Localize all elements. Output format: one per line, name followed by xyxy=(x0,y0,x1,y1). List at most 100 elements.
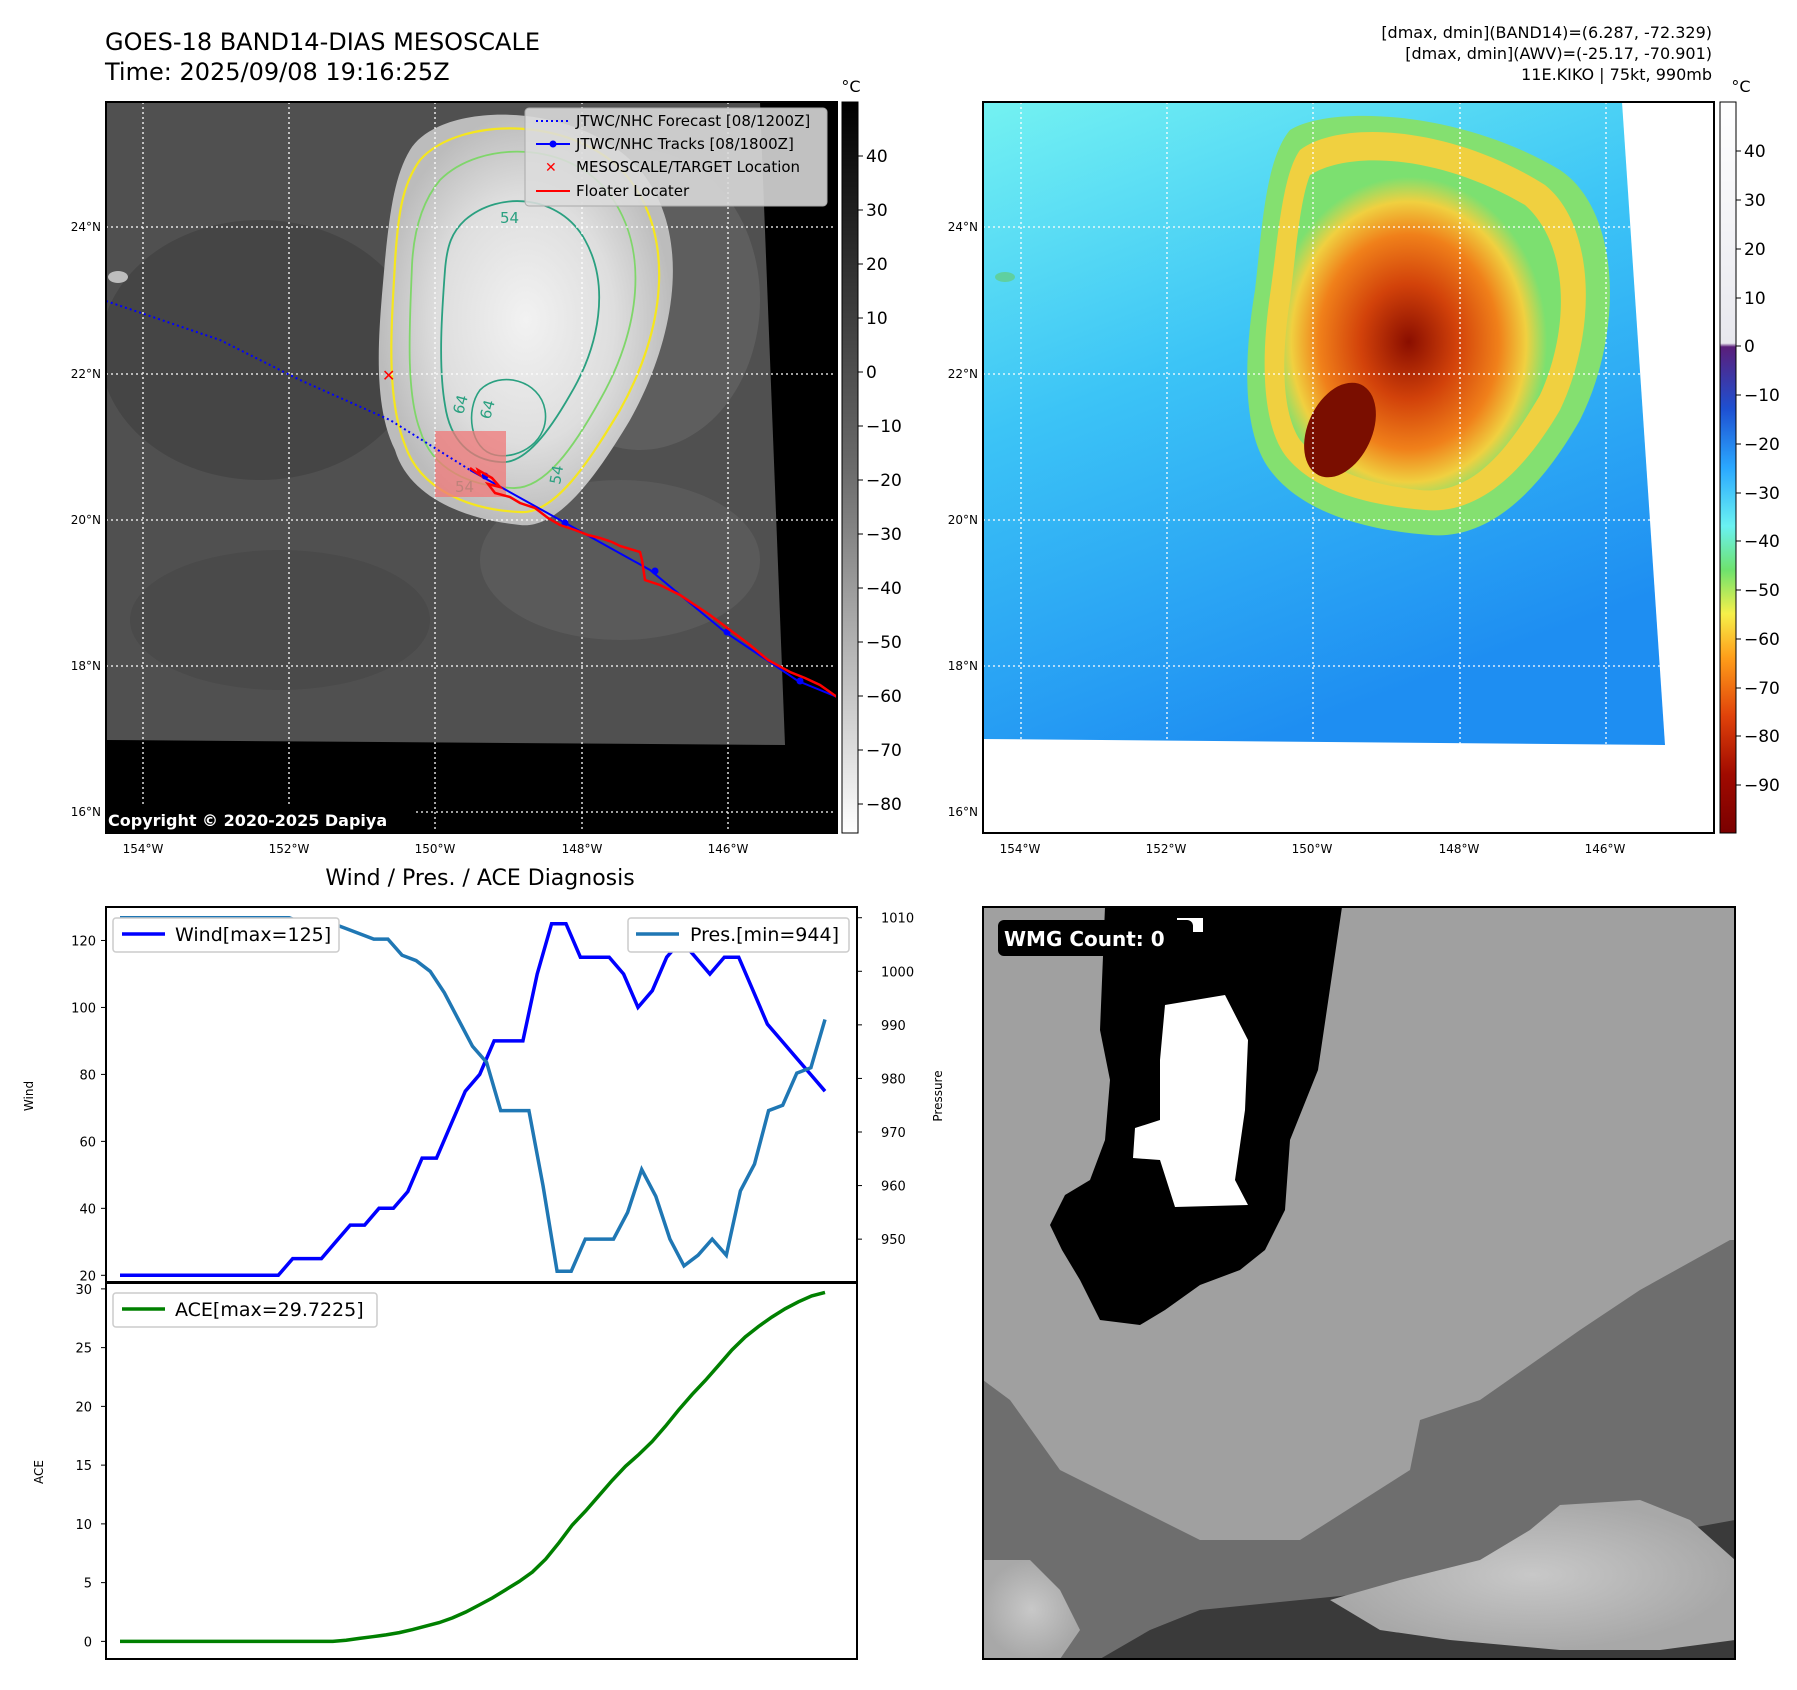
contour-label: 54 xyxy=(546,464,567,486)
ace-tick-label: 5 xyxy=(84,1577,92,1592)
ace-panel: 0 5 10 15 20 25 30 ACE ACE[max=29.7225] xyxy=(32,1282,858,1660)
wind-tick-label: 80 xyxy=(79,1068,96,1083)
colorbar-tick-label: −70 xyxy=(866,741,902,761)
pressure-tick-label: 950 xyxy=(881,1233,906,1248)
info-band14: [dmax, dmin](BAND14)=(6.287, -72.329) xyxy=(1381,23,1712,42)
longitude-label: 148°W xyxy=(562,842,603,856)
wind-legend-label: Wind[max=125] xyxy=(175,924,331,946)
legend-forecast: JTWC/NHC Forecast [08/1200Z] xyxy=(575,112,810,130)
legend-floater: Floater Locater xyxy=(576,182,690,200)
wind-tick-label: 20 xyxy=(79,1269,96,1284)
ace-tick-label: 30 xyxy=(75,1283,92,1298)
info-storm: 11E.KIKO | 75kt, 990mb xyxy=(1521,65,1712,84)
pressure-tick-label: 980 xyxy=(881,1072,906,1087)
wind-axis-label: Wind xyxy=(22,1081,36,1111)
right-colorbar: °C 40 30 20 10 0 −10 −20 −30 −40 −50 −60 −70 −80 −90 xyxy=(1719,77,1780,834)
colorbar-tick-label: −70 xyxy=(1744,679,1780,699)
left-colorbar: °C 40 30 20 10 0 −10 −20 −30 −40 −50 −60 −70 −80 xyxy=(841,77,902,834)
colorbar-tick-label: −30 xyxy=(866,525,902,545)
colorbar-tick-label: −10 xyxy=(866,417,902,437)
longitude-label: 148°W xyxy=(1439,842,1480,856)
latitude-label: 20°N xyxy=(948,513,978,527)
ace-tick-label: 0 xyxy=(84,1635,92,1650)
colorbar-tick-label: −20 xyxy=(1744,435,1780,455)
legend-target: MESOSCALE/TARGET Location xyxy=(576,158,800,176)
latitude-label: 24°N xyxy=(71,220,101,234)
colorbar-tick-label: −90 xyxy=(1744,776,1780,796)
longitude-label: 150°W xyxy=(415,842,456,856)
mesoscale-target-marker: ✕ xyxy=(382,366,395,385)
legend-tracks: JTWC/NHC Tracks [08/1800Z] xyxy=(575,135,794,153)
figure-title: GOES-18 BAND14-DIAS MESOSCALE xyxy=(105,28,540,56)
storm-cloud-shield xyxy=(378,114,673,526)
copyright-box xyxy=(106,806,415,833)
latitude-label: 16°N xyxy=(71,805,101,819)
colorbar-tick-label: 30 xyxy=(866,201,888,221)
pressure-tick-label: 970 xyxy=(881,1126,906,1141)
colorbar-tick-label: 10 xyxy=(1744,289,1766,309)
ace-tick-label: 25 xyxy=(75,1342,92,1357)
pressure-tick-label: 960 xyxy=(881,1180,906,1195)
colorbar-tick-label: 0 xyxy=(866,363,877,383)
longitude-label: 150°W xyxy=(1292,842,1333,856)
band14-map: 54 64 64 54 54 ✕ xyxy=(105,101,838,834)
colorbar-unit: °C xyxy=(841,77,860,96)
contour-label: 64 xyxy=(449,393,471,416)
wind-tick-label: 120 xyxy=(71,934,96,949)
contour-teal xyxy=(440,200,600,463)
colorbar-tick-label: −10 xyxy=(1744,386,1780,406)
ace-tick-label: 15 xyxy=(75,1459,92,1474)
latitude-label: 20°N xyxy=(71,513,101,527)
colorbar-tick-label: −50 xyxy=(1744,581,1780,601)
ace-tick-label: 10 xyxy=(75,1518,92,1533)
wind-series-line xyxy=(120,921,827,1278)
wmg-panel: WMG Count: 0 xyxy=(982,906,1736,1660)
pressure-legend: Pres.[min=944] xyxy=(627,917,850,953)
colorbar-tick-label: 0 xyxy=(1744,337,1755,357)
colorbar-tick-label: −40 xyxy=(866,579,902,599)
copyright-text: Copyright © 2020-2025 Dapiya xyxy=(108,811,387,830)
pressure-tick-label: 1000 xyxy=(881,965,914,980)
figure-time: Time: 2025/09/08 19:16:25Z xyxy=(104,58,450,86)
map-legend: JTWC/NHC Forecast [08/1200Z] JTWC/NHC Tr… xyxy=(524,107,828,207)
longitude-label: 146°W xyxy=(708,842,749,856)
longitude-label: 146°W xyxy=(1585,842,1626,856)
longitude-label: 154°W xyxy=(123,842,164,856)
latitude-label: 24°N xyxy=(948,220,978,234)
colorbar-tick-label: 40 xyxy=(1744,142,1766,162)
diagnosis-title: Wind / Pres. / ACE Diagnosis xyxy=(325,866,634,891)
colorbar-tick-label: 10 xyxy=(866,309,888,329)
longitude-label: 154°W xyxy=(1000,842,1041,856)
colorbar-tick-label: −30 xyxy=(1744,484,1780,504)
ace-legend-label: ACE[max=29.7225] xyxy=(175,1299,364,1321)
pressure-tick-label: 990 xyxy=(881,1019,906,1034)
colorbar-tick-label: 30 xyxy=(1744,191,1766,211)
colorbar-tick-label: −40 xyxy=(1744,532,1780,552)
ace-tick-label: 20 xyxy=(75,1400,92,1415)
wmg-count-label: WMG Count: 0 xyxy=(1004,927,1165,951)
colorbar-tick-label: −80 xyxy=(866,795,902,815)
latitude-label: 16°N xyxy=(948,805,978,819)
wind-tick-label: 40 xyxy=(79,1202,96,1217)
longitude-label: 152°W xyxy=(1146,842,1187,856)
colorbar-tick-label: −50 xyxy=(866,633,902,653)
colorbar-tick-label: −60 xyxy=(866,687,902,707)
colorbar-tick-label: 20 xyxy=(866,255,888,275)
wmg-coldest-region xyxy=(1133,995,1248,1207)
awv-map xyxy=(982,101,1715,834)
wind-tick-label: 100 xyxy=(71,1001,96,1016)
ace-axis-label: ACE xyxy=(32,1460,46,1484)
colorbar-tick-label: −80 xyxy=(1744,727,1780,747)
pressure-tick-label: 1010 xyxy=(881,912,914,927)
svg-text:✕: ✕ xyxy=(545,160,557,176)
forecast-track xyxy=(106,300,471,471)
pressure-axis-label: Pressure xyxy=(931,1070,945,1121)
ace-series-line xyxy=(120,1290,826,1644)
latitude-label: 18°N xyxy=(71,659,101,673)
latitude-label: 22°N xyxy=(948,367,978,381)
colorbar-tick-label: 40 xyxy=(866,147,888,167)
longitude-label: 152°W xyxy=(269,842,310,856)
wind-tick-label: 60 xyxy=(79,1135,96,1150)
latitude-label: 18°N xyxy=(948,659,978,673)
floater-locater-track xyxy=(469,466,837,699)
